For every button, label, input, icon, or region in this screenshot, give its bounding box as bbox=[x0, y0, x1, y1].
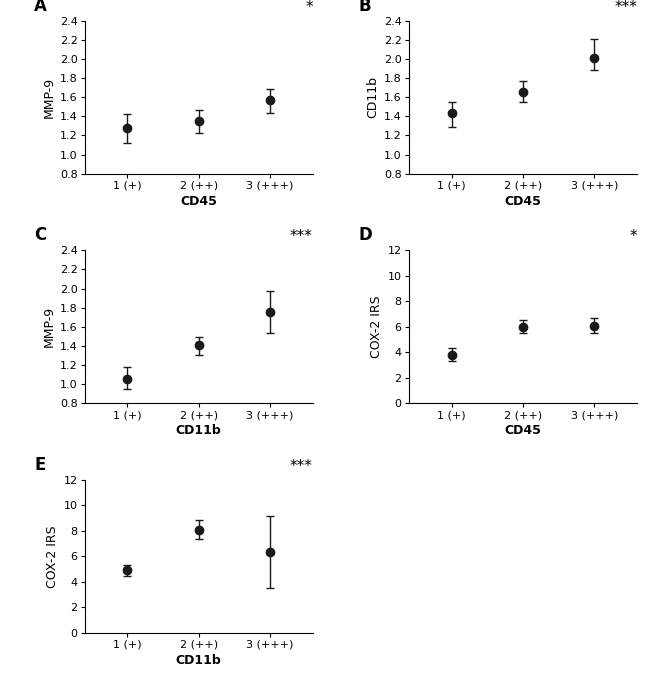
Text: ***: *** bbox=[290, 459, 313, 474]
Text: E: E bbox=[34, 455, 46, 474]
Y-axis label: MMP-9: MMP-9 bbox=[42, 306, 55, 347]
Y-axis label: COX-2 IRS: COX-2 IRS bbox=[370, 295, 383, 358]
Text: B: B bbox=[358, 0, 371, 14]
Y-axis label: COX-2 IRS: COX-2 IRS bbox=[46, 525, 59, 588]
X-axis label: CD11b: CD11b bbox=[176, 424, 222, 438]
Text: ***: *** bbox=[614, 0, 637, 14]
Y-axis label: MMP-9: MMP-9 bbox=[42, 76, 55, 118]
Y-axis label: CD11b: CD11b bbox=[367, 76, 380, 118]
X-axis label: CD11b: CD11b bbox=[176, 654, 222, 667]
Text: C: C bbox=[34, 226, 47, 244]
X-axis label: CD45: CD45 bbox=[504, 424, 541, 438]
Text: *: * bbox=[629, 229, 637, 244]
Text: A: A bbox=[34, 0, 47, 14]
Text: ***: *** bbox=[290, 229, 313, 244]
Text: *: * bbox=[306, 0, 313, 14]
X-axis label: CD45: CD45 bbox=[504, 195, 541, 208]
Text: D: D bbox=[358, 226, 372, 244]
X-axis label: CD45: CD45 bbox=[180, 195, 217, 208]
